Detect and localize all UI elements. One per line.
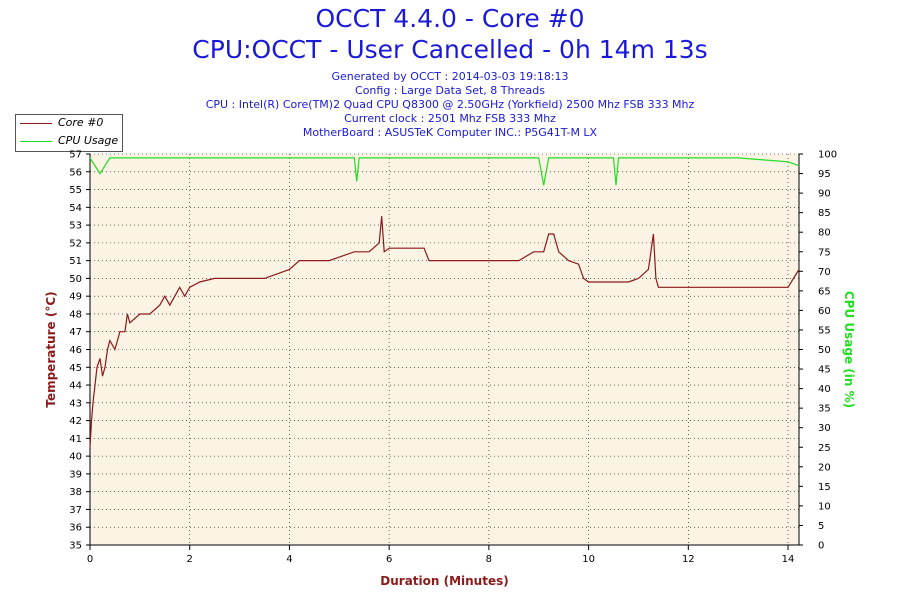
y-left-tick-label: 55 [69, 185, 82, 196]
y-left-tick-label: 48 [69, 309, 82, 320]
y-left-axis-label: Temperature (°C) [44, 291, 58, 407]
info-generated: Generated by OCCT : 2014-03-03 19:18:13 [331, 70, 569, 83]
y-right-tick-label: 70 [818, 267, 831, 278]
y-right-tick-label: 80 [818, 228, 831, 239]
y-left-tick-label: 39 [69, 469, 82, 480]
y-right-tick-label: 0 [818, 541, 824, 552]
y-right-tick-label: 60 [818, 306, 831, 317]
y-left-tick-label: 43 [69, 398, 82, 409]
y-right-tick-label: 10 [818, 501, 831, 512]
info-clock: Current clock : 2501 Mhz FSB 333 Mhz [344, 112, 556, 125]
plot-background [90, 154, 799, 545]
y-left-tick-label: 46 [69, 345, 82, 356]
y-right-tick-label: 50 [818, 345, 831, 356]
legend-swatch-cpu-usage [20, 141, 52, 142]
y-left-tick-label: 50 [69, 274, 82, 285]
x-tick-label: 10 [582, 554, 595, 565]
x-tick-label: 6 [386, 554, 392, 565]
y-left-tick-label: 44 [69, 381, 82, 392]
y-right-tick-label: 35 [818, 404, 831, 415]
y-right-tick-label: 85 [818, 208, 831, 219]
y-right-tick-label: 5 [818, 521, 824, 532]
chart-subtitle: CPU:OCCT - User Cancelled - 0h 14m 13s [192, 35, 708, 64]
y-left-tick-label: 47 [69, 327, 82, 338]
x-tick-label: 0 [87, 554, 93, 565]
y-left-tick-label: 42 [69, 416, 82, 427]
y-right-tick-label: 90 [818, 189, 831, 200]
info-motherboard: MotherBoard : ASUSTeK Computer INC.: P5G… [302, 126, 598, 139]
y-right-tick-label: 65 [818, 286, 831, 297]
y-left-tick-label: 37 [69, 505, 82, 516]
info-cpu: CPU : Intel(R) Core(TM)2 Quad CPU Q8300 … [205, 98, 695, 111]
x-axis-label: Duration (Minutes) [380, 574, 508, 588]
y-left-tick-label: 45 [69, 363, 82, 374]
y-right-tick-label: 40 [818, 384, 831, 395]
y-left-tick-label: 35 [69, 541, 82, 552]
y-right-tick-label: 45 [818, 365, 831, 376]
y-left-tick-label: 38 [69, 487, 82, 498]
y-left-tick-label: 51 [69, 256, 82, 267]
y-right-tick-label: 95 [818, 169, 831, 180]
info-config: Config : Large Data Set, 8 Threads [355, 84, 545, 97]
x-tick-label: 2 [187, 554, 193, 565]
y-left-tick-label: 57 [69, 150, 82, 161]
y-left-tick-label: 36 [69, 523, 82, 534]
y-left-tick-label: 41 [69, 434, 82, 445]
y-right-tick-label: 25 [818, 443, 831, 454]
y-right-tick-label: 75 [818, 247, 831, 258]
x-tick-label: 8 [486, 554, 492, 565]
y-left-tick-label: 52 [69, 238, 82, 249]
x-tick-label: 4 [286, 554, 292, 565]
legend-swatch-core0 [20, 123, 52, 124]
y-right-tick-label: 15 [818, 482, 831, 493]
chart-title: OCCT 4.4.0 - Core #0 [315, 4, 585, 33]
series-line-1 [89, 157, 800, 186]
y-right-tick-label: 55 [818, 325, 831, 336]
y-right-tick-label: 100 [818, 150, 837, 161]
legend-label-core0: Core #0 [58, 116, 104, 129]
x-tick-label: 14 [782, 554, 795, 565]
y-right-tick-label: 30 [818, 423, 831, 434]
legend-label-cpu-usage: CPU Usage [58, 134, 119, 147]
y-left-tick-label: 40 [69, 452, 82, 463]
y-right-tick-label: 20 [818, 462, 831, 473]
y-left-tick-label: 49 [69, 292, 82, 303]
x-tick-label: 12 [682, 554, 695, 565]
series-line-0 [89, 216, 800, 448]
chart-legend: Core #0 CPU Usage [15, 114, 123, 152]
y-left-tick-label: 53 [69, 221, 82, 232]
y-right-axis-label: CPU Usage (in %) [842, 291, 856, 408]
y-left-tick-label: 54 [69, 203, 82, 214]
y-left-tick-label: 56 [69, 167, 82, 178]
